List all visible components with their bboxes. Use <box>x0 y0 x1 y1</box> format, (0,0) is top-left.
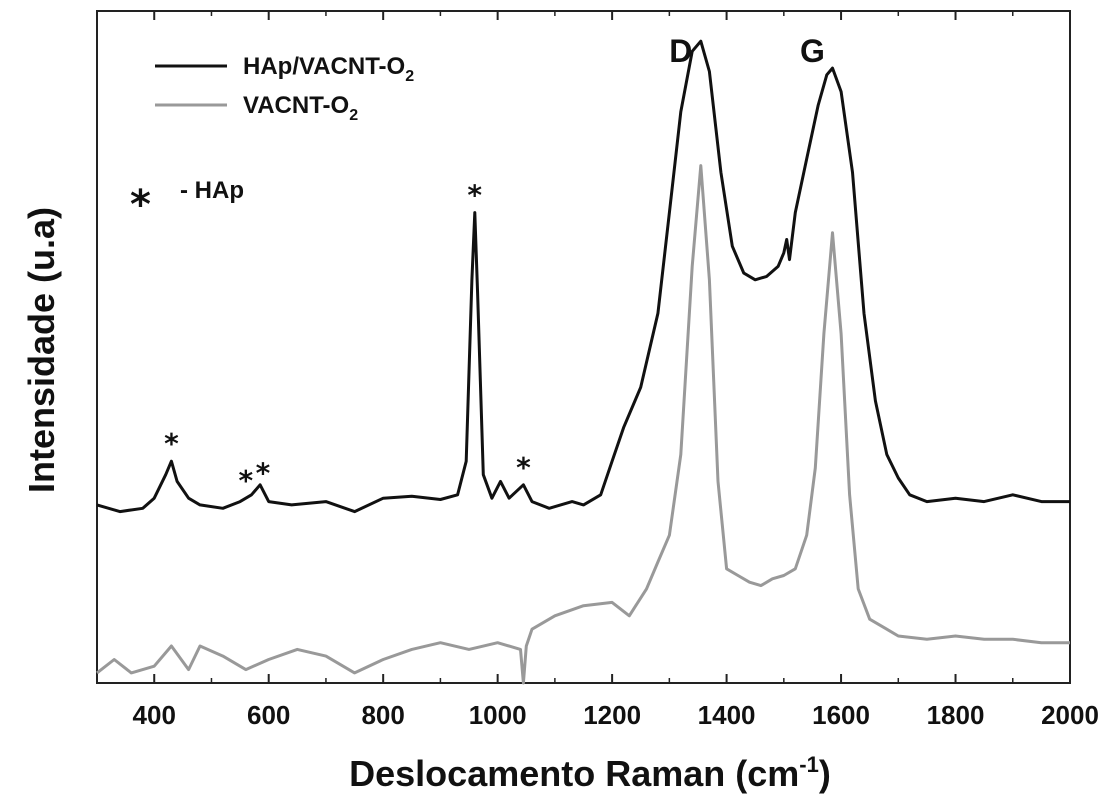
y-axis-title: Intensidade (u.a) <box>21 207 62 493</box>
marker-note-text: - HAp <box>180 177 244 204</box>
hap-marker-layer: ** *** <box>164 179 531 498</box>
x-tick-label-1800: 1800 <box>927 700 985 730</box>
marker-note-symbol: * <box>130 182 151 228</box>
x-tick-label-1400: 1400 <box>698 700 756 730</box>
x-tick-labels: 400 600 800 1000 1200 1400 1600 1800 2000 <box>133 700 1099 730</box>
hap-marker-1045: * <box>516 451 531 484</box>
legend-label-vacnt: VACNT-O2 <box>243 92 358 124</box>
hap-marker-960: * <box>467 179 482 212</box>
plot-frame <box>96 10 1071 684</box>
x-tick-label-2000: 2000 <box>1041 700 1099 730</box>
marker-note: * - HAp <box>130 177 244 228</box>
series-line-hap-vacnt-o2 <box>96 39 1070 514</box>
peak-label-d: D <box>669 33 692 69</box>
x-tick-label-400: 400 <box>133 700 176 730</box>
x-tick-label-800: 800 <box>361 700 404 730</box>
series-layer <box>96 39 1070 685</box>
x-tick-label-1200: 1200 <box>583 700 641 730</box>
x-tick-label-600: 600 <box>247 700 290 730</box>
legend: HAp/VACNT-O2 VACNT-O2 <box>155 53 414 124</box>
x-tick-label-1600: 1600 <box>812 700 870 730</box>
x-tick-marks <box>96 11 1071 683</box>
x-tick-label-1000: 1000 <box>469 700 527 730</box>
x-axis-title: Deslocamento Raman (cm-1) <box>349 752 831 794</box>
legend-label-hap-vacnt: HAp/VACNT-O2 <box>243 53 414 85</box>
series-line-vacnt-o2 <box>96 164 1070 685</box>
peak-label-g: G <box>800 33 825 69</box>
hap-marker-590: * <box>256 456 271 489</box>
hap-marker-560: * <box>238 464 253 497</box>
hap-marker-430: * <box>164 427 179 460</box>
